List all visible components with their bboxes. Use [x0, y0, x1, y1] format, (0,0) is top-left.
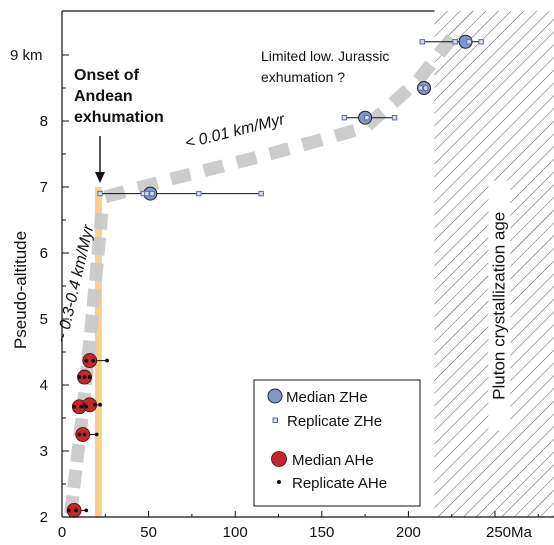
legend-box [253, 379, 421, 507]
replicate-zhe-point [452, 39, 458, 45]
replicate-zhe-point [478, 39, 484, 45]
replicate-zhe-point [196, 190, 202, 197]
replicate-zhe-point [144, 190, 150, 197]
replicate-ahe-point [84, 358, 89, 363]
replicate-zhe-point [341, 115, 348, 121]
y-tick-label: 9 km [10, 47, 43, 64]
replicate-ahe-point [77, 432, 82, 437]
x-tick-label: 150 [309, 524, 334, 541]
replicate-ahe-point [67, 508, 71, 513]
y-tick-label: 6 [40, 245, 48, 262]
replicate-zhe-point [466, 39, 472, 45]
legend-replicate-zhe-label: Replicate ZHe [287, 413, 382, 430]
median-zhe-point [458, 34, 473, 49]
replicate-ahe-point [72, 404, 77, 409]
x-tick-label: 250Ma [486, 524, 533, 541]
legend-replicate-ahe-icon [277, 480, 281, 484]
legend-replicate-zhe-icon [272, 417, 278, 423]
replicate-zhe-point [97, 190, 103, 197]
legend-median-zhe-label: Median ZHe [286, 389, 368, 406]
legend-median-ahe-icon [271, 451, 287, 467]
replicate-zhe-point [417, 85, 424, 91]
replicate-zhe-point [258, 190, 264, 197]
jurassic-annotation-line: Limited low. Jurassic [261, 48, 389, 64]
trend-label-flat: < 0.01 km/Myr [183, 111, 287, 152]
y-tick-label: 8 [40, 113, 48, 130]
y-tick-label: 4 [40, 377, 48, 394]
x-tick-label: 100 [223, 524, 248, 541]
replicate-ahe-point [82, 402, 87, 407]
x-tick-label: 200 [396, 524, 421, 541]
legend-median-ahe-label: Median AHe [292, 452, 374, 469]
legend-median-zhe-icon [267, 388, 283, 404]
y-tick-label: 5 [40, 311, 48, 328]
replicate-ahe-point [82, 432, 87, 437]
x-tick-label: 0 [58, 524, 66, 541]
replicate-zhe-point [419, 39, 425, 45]
replicate-zhe-point [423, 85, 429, 91]
replicate-zhe-point [149, 190, 155, 197]
replicate-ahe-point [77, 375, 82, 379]
crystallization-label-bg [488, 180, 511, 431]
trend-flat [103, 27, 462, 204]
legend-replicate-ahe-label: Replicate AHe [292, 475, 387, 492]
replicate-ahe-point [82, 375, 87, 379]
y-tick-label: 2 [40, 509, 48, 526]
replicate-zhe-point [364, 115, 370, 121]
replicate-ahe-point [87, 375, 92, 379]
replicate-ahe-point [93, 402, 97, 407]
replicate-ahe-point [84, 508, 89, 513]
jurassic-annotation-line: exhumation ? [261, 69, 345, 85]
replicate-zhe-point [391, 115, 398, 121]
x-tick-label: 50 [140, 524, 157, 541]
y-tick-label: 7 [40, 179, 48, 196]
onset-annotation-line: Onset of [74, 67, 140, 84]
onset-annotation-line: exhumation [74, 109, 164, 126]
replicate-ahe-point [105, 358, 109, 363]
onset-arrow-head [95, 172, 105, 183]
onset-annotation-line: Andean [74, 88, 133, 105]
replicate-ahe-point [91, 358, 96, 363]
replicate-ahe-point [98, 402, 103, 407]
replicate-ahe-point [79, 404, 83, 409]
crystallization-zone-label: Pluton crystallization age [489, 212, 508, 400]
replicate-ahe-point [94, 432, 99, 437]
y-tick-label: 3 [40, 443, 48, 460]
replicate-ahe-point [73, 508, 78, 513]
median-ahe-point [82, 353, 98, 368]
onset-band [94, 187, 102, 517]
y-axis-label: Pseudo-altitude [11, 231, 30, 349]
